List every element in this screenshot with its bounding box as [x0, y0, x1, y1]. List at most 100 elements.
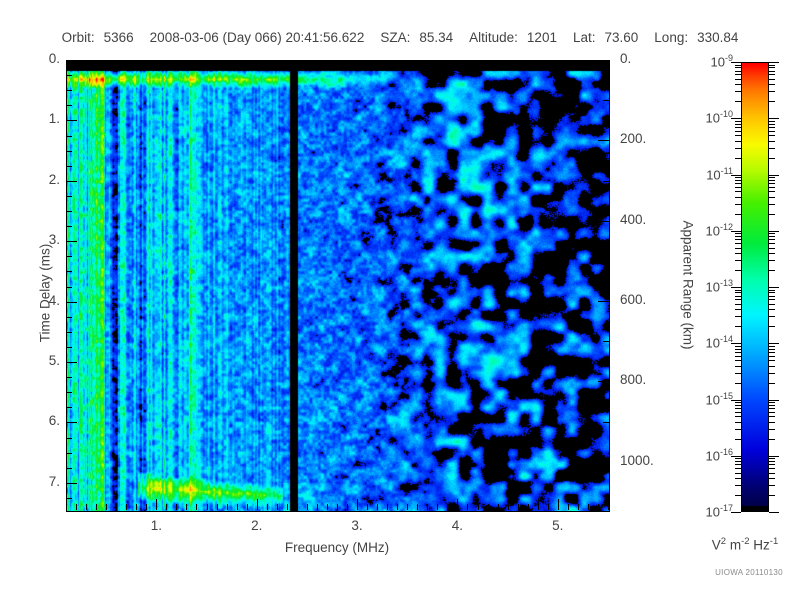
colorbar-tick-minor — [735, 412, 741, 413]
x-tick-minor-top — [307, 60, 308, 66]
colorbar-tick-minor — [769, 485, 775, 486]
colorbar-tick-major — [731, 231, 741, 232]
colorbar-tick-minor — [735, 439, 741, 440]
y-tick-major-left — [66, 241, 77, 242]
x-tick-minor-top — [66, 60, 67, 66]
colorbar-tick-minor — [769, 422, 775, 423]
x-tick-minor — [467, 504, 468, 510]
colorbar-tick-exponent: -10 — [719, 109, 733, 120]
colorbar-tick-major — [769, 62, 779, 63]
x-tick-minor-top — [106, 60, 107, 66]
colorbar-tick-minor — [769, 141, 775, 142]
y-tick-major-left — [66, 120, 77, 121]
x-tick-minor-top — [166, 60, 167, 66]
y-tick-label-left: 1. — [48, 111, 60, 127]
colorbar-tick-minor — [769, 239, 775, 240]
colorbar-tick-base: 10 — [705, 223, 720, 239]
colorbar-tick-minor — [735, 74, 741, 75]
x-tick-minor — [568, 504, 569, 510]
y-tick-major-left — [66, 60, 77, 61]
colorbar-tick-minor — [769, 124, 775, 125]
colorbar-tick-minor — [735, 356, 741, 357]
colorbar-tick-minor — [735, 349, 741, 350]
x-tick-minor-top — [196, 60, 197, 66]
colorbar-tick-minor — [769, 270, 775, 271]
x-tick-minor — [427, 504, 428, 510]
x-tick-minor — [317, 504, 318, 510]
x-tick-minor-top — [146, 60, 147, 66]
colorbar-tick-exponent: -16 — [719, 446, 733, 457]
y-tick-major-right — [598, 60, 609, 61]
x-tick-minor-top — [548, 60, 549, 66]
x-tick-minor — [437, 504, 438, 510]
colorbar-tick-minor — [769, 299, 775, 300]
x-tick-minor — [578, 504, 579, 510]
x-tick-minor — [608, 504, 609, 510]
colorbar-tick-base: 10 — [705, 504, 720, 520]
colorbar-tick-major — [769, 231, 779, 232]
colorbar-tick-minor — [769, 412, 775, 413]
colorbar-tick-minor — [769, 296, 775, 297]
colorbar-tick-major — [731, 400, 741, 401]
colorbar-tick-minor — [735, 233, 741, 234]
x-tick-minor — [548, 504, 549, 510]
x-tick-minor-top — [578, 60, 579, 66]
colorbar-tick-minor — [769, 478, 775, 479]
x-tick-minor — [247, 504, 248, 510]
colorbar-tick-minor — [735, 296, 741, 297]
x-tick-minor-top — [176, 60, 177, 66]
x-tick-minor-top — [508, 60, 509, 66]
colorbar-tick-minor — [769, 468, 775, 469]
units-meter-exp: -2 — [741, 536, 750, 547]
colorbar-tick-minor — [735, 204, 741, 205]
colorbar-tick-minor — [769, 416, 775, 417]
x-tick-minor — [498, 504, 499, 510]
x-tick-major-top — [457, 60, 458, 71]
colorbar-tick-minor — [735, 458, 741, 459]
y-tick-minor-right — [603, 100, 609, 101]
metadata-header: Orbit: 5366 2008-03-06 (Day 066) 20:41:5… — [0, 30, 800, 45]
y-tick-minor-right — [603, 181, 609, 182]
x-tick-minor — [528, 504, 529, 510]
colorbar-tick-minor — [769, 366, 775, 367]
colorbar-tick-minor — [769, 429, 775, 430]
x-tick-minor-top — [347, 60, 348, 66]
y-tick-minor-left — [66, 287, 72, 288]
y-tick-major-left — [66, 422, 77, 423]
x-tick-major — [257, 499, 258, 510]
colorbar-tick-minor — [735, 84, 741, 85]
x-tick-label: 2. — [251, 518, 263, 533]
colorbar-tick-minor — [769, 461, 775, 462]
colorbar-tick-minor — [735, 65, 741, 66]
colorbar-tick-minor — [769, 183, 775, 184]
colorbar-tick-minor — [735, 346, 741, 347]
colorbar-tick-exponent: -12 — [719, 221, 733, 232]
colorbar-tick-minor — [769, 458, 775, 459]
colorbar-tick-minor — [735, 422, 741, 423]
colorbar-tick-minor — [769, 290, 775, 291]
colorbar-tick-minor — [735, 239, 741, 240]
x-tick-label: 3. — [351, 518, 363, 533]
colorbar-tick-minor — [735, 416, 741, 417]
colorbar-tick-minor — [735, 292, 741, 293]
x-tick-minor — [116, 504, 117, 510]
colorbar-tick-base: 10 — [706, 166, 721, 182]
x-tick-major — [558, 499, 559, 510]
colorbar-tick-minor — [735, 71, 741, 72]
colorbar-tick-exponent: -9 — [724, 53, 733, 63]
colorbar-tick-minor — [769, 79, 775, 80]
colorbar-tick-minor — [735, 243, 741, 244]
y-tick-minor-left — [66, 166, 72, 167]
colorbar — [741, 62, 769, 512]
x-tick-minor — [287, 504, 288, 510]
colorbar-tick-minor — [735, 124, 741, 125]
x-tick-minor-top — [467, 60, 468, 66]
colorbar-tick-minor — [769, 402, 775, 403]
x-tick-major — [156, 499, 157, 510]
x-tick-major — [457, 499, 458, 510]
y-tick-minor-left — [66, 90, 72, 91]
x-tick-minor-top — [608, 60, 609, 66]
colorbar-tick-minor — [735, 158, 741, 159]
colorbar-tick-base: 10 — [705, 448, 720, 464]
colorbar-tick-label: 10-10 — [673, 109, 733, 125]
